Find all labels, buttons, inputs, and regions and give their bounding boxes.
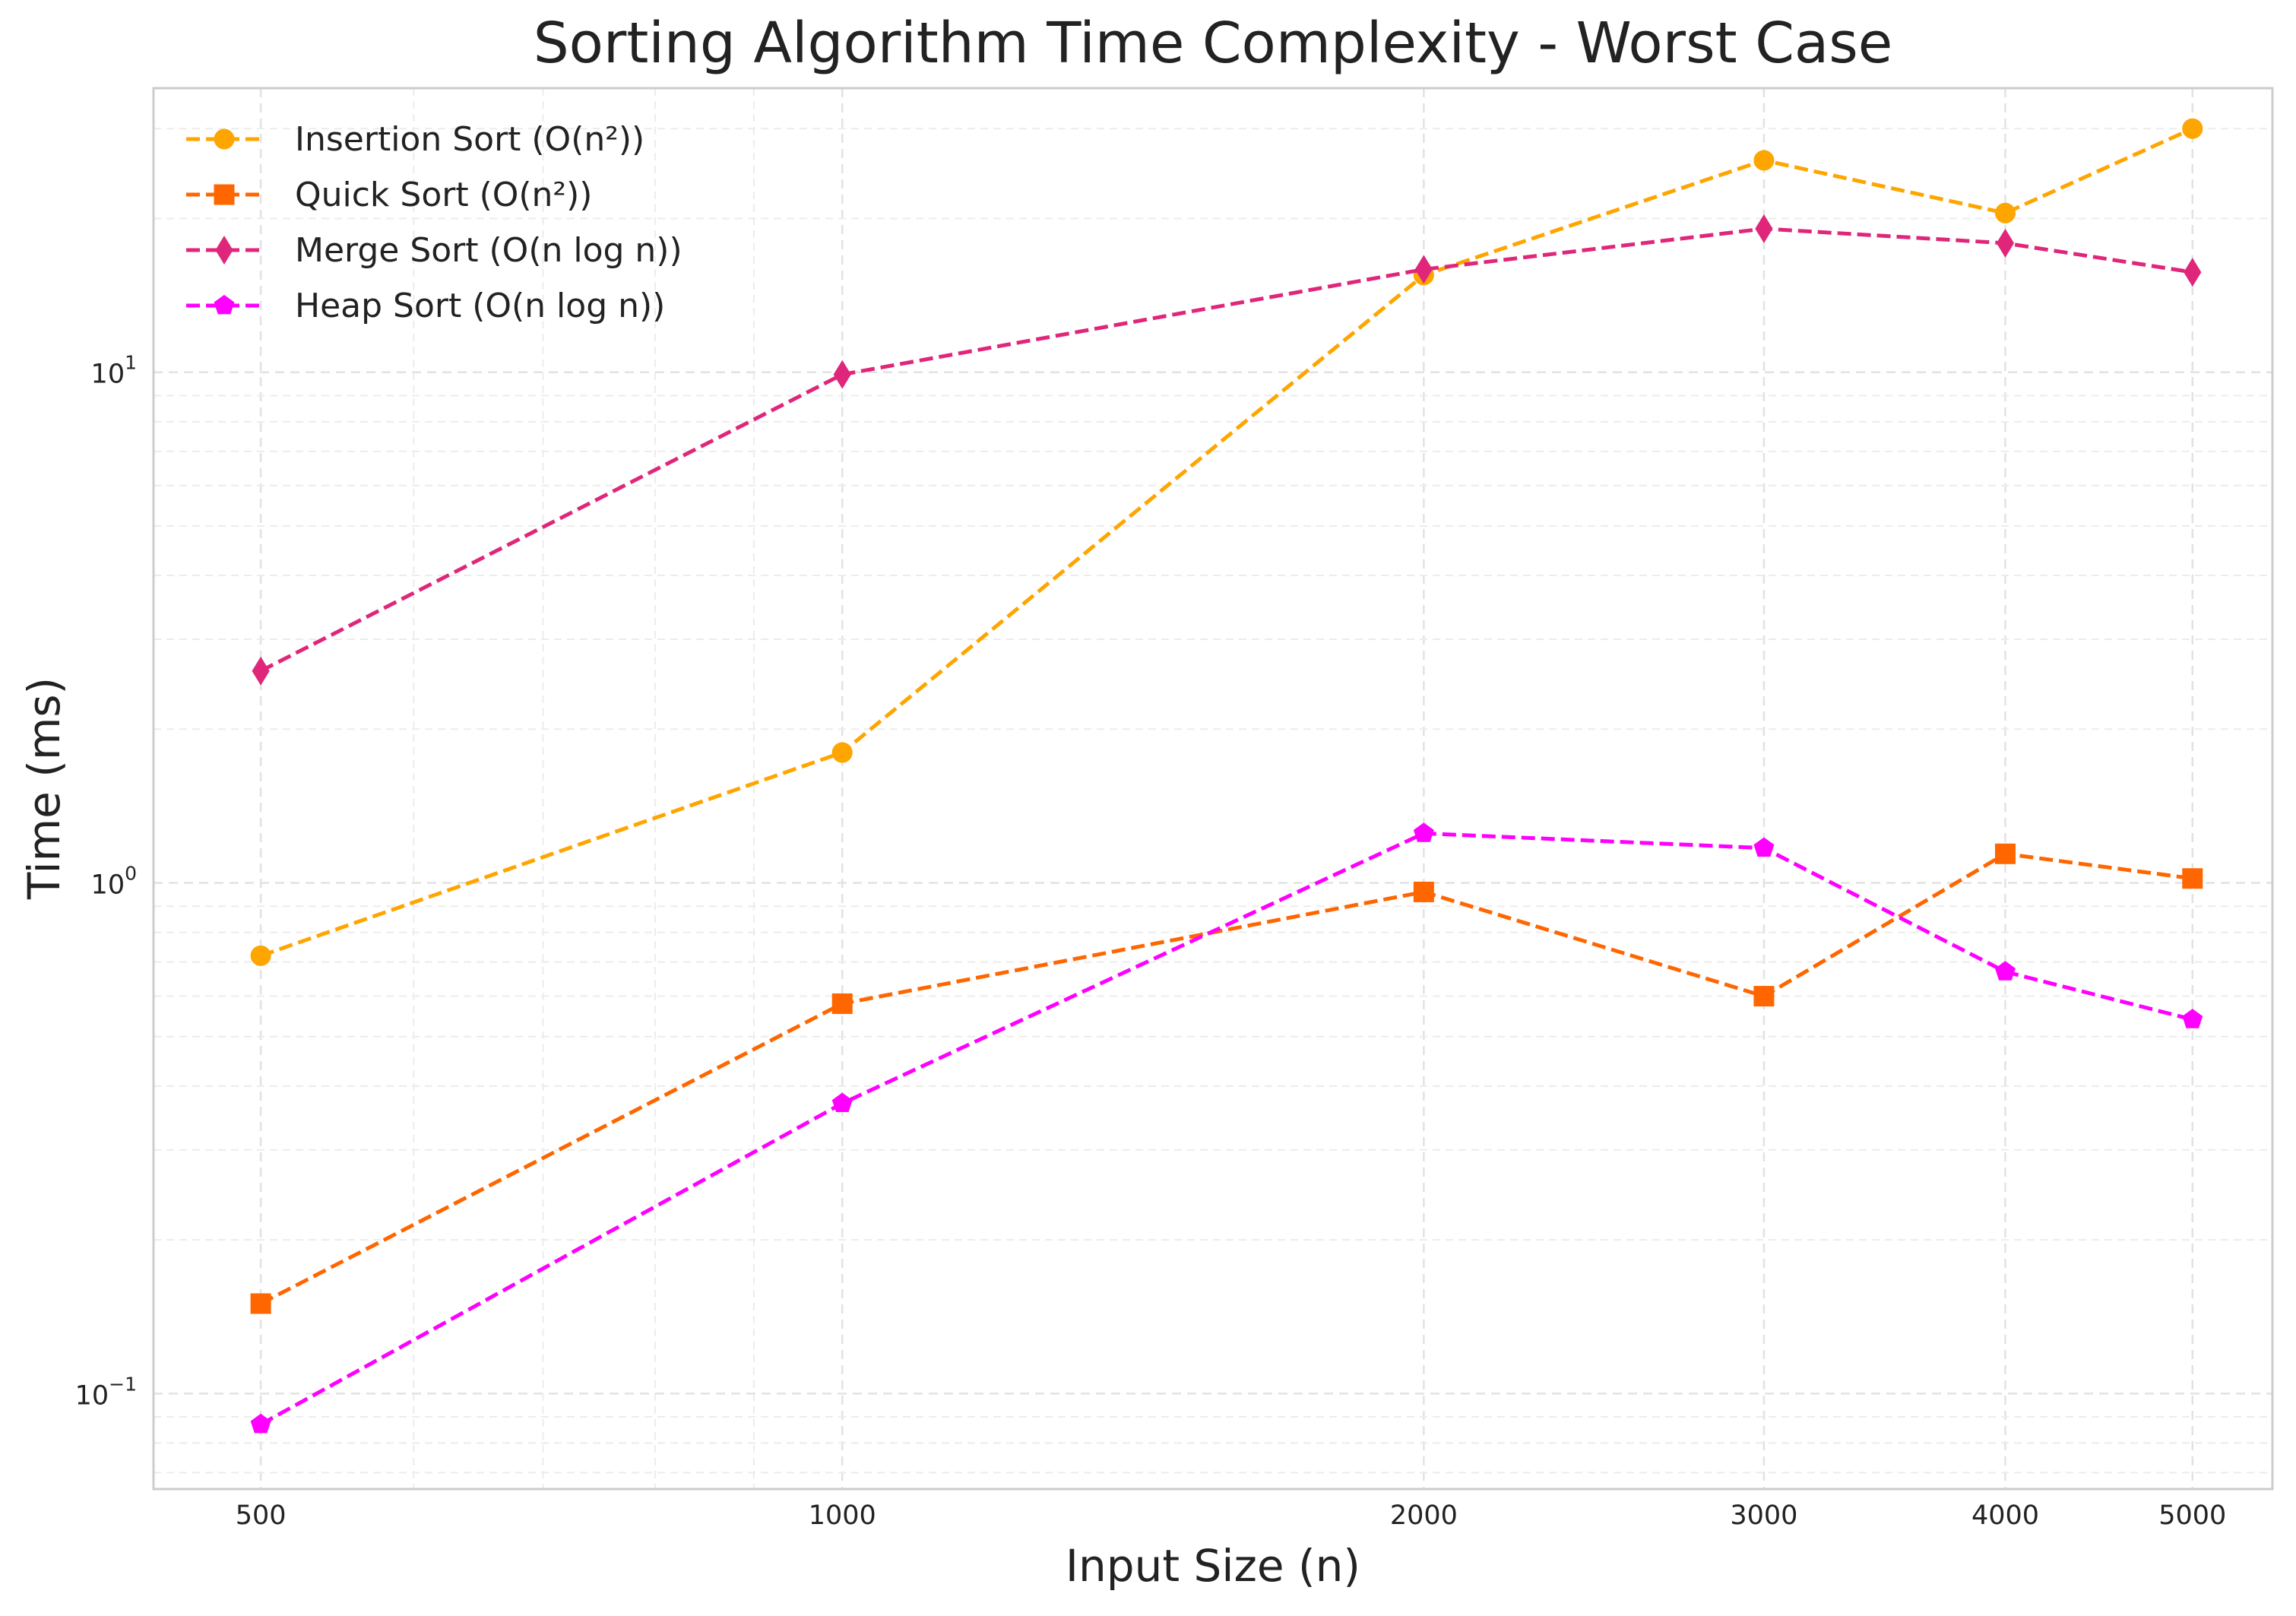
legend-marker bbox=[214, 184, 235, 205]
y-tick-label: 10−1 bbox=[75, 1373, 137, 1411]
plot-frame bbox=[152, 87, 2274, 1491]
data-point-heap-sort bbox=[1995, 961, 2016, 981]
series-quick-sort bbox=[250, 843, 2203, 1314]
x-axis-label: Input Size (n) bbox=[1066, 1540, 1360, 1592]
data-point-quick-sort bbox=[2182, 868, 2203, 889]
series-line-insertion-sort bbox=[260, 126, 2193, 958]
series-line-quick-sort bbox=[259, 851, 2193, 1306]
legend: Insertion Sort (O(n²)) Quick Sort (O(n²))… bbox=[186, 120, 682, 325]
x-tick-label: 5000 bbox=[2158, 1500, 2226, 1531]
data-point-heap-sort bbox=[1753, 837, 1775, 857]
data-point-heap-sort bbox=[2182, 1009, 2203, 1028]
data-point-insertion-sort bbox=[1994, 202, 2016, 223]
legend-marker bbox=[215, 236, 233, 265]
x-tick-labels: 500 1000 2000 3000 4000 5000 bbox=[236, 1500, 2227, 1531]
data-point-insertion-sort bbox=[1753, 150, 1775, 171]
legend-item-merge-sort: Merge Sort (O(n log n)) bbox=[186, 231, 682, 270]
data-point-quick-sort bbox=[250, 1293, 271, 1314]
y-tick-label: 100 bbox=[91, 863, 137, 901]
data-point-merge-sort bbox=[2184, 258, 2202, 287]
data-point-merge-sort bbox=[252, 656, 270, 686]
legend-marker bbox=[214, 294, 235, 315]
series-insertion-sort bbox=[250, 118, 2203, 966]
series-heap-sort bbox=[250, 822, 2203, 1434]
legend-label: Merge Sort (O(n log n)) bbox=[295, 231, 682, 270]
legend-item-quick-sort: Quick Sort (O(n²)) bbox=[186, 176, 592, 214]
data-point-quick-sort bbox=[1753, 986, 1775, 1007]
series-line-heap-sort bbox=[259, 831, 2193, 1427]
x-tick-label: 2000 bbox=[1390, 1500, 1458, 1531]
data-point-merge-sort bbox=[833, 360, 851, 389]
y-axis-label: Time (ms) bbox=[18, 677, 70, 900]
data-point-merge-sort bbox=[1755, 214, 1773, 243]
data-point-merge-sort bbox=[1996, 228, 2015, 258]
data-point-insertion-sort bbox=[250, 945, 271, 966]
y-tick-label: 101 bbox=[91, 352, 137, 390]
legend-item-heap-sort: Heap Sort (O(n log n)) bbox=[186, 287, 665, 325]
legend-marker bbox=[214, 128, 235, 150]
y-tick-labels: 10−1 100 101 bbox=[75, 352, 137, 1412]
x-tick-label: 4000 bbox=[1971, 1500, 2039, 1531]
data-point-heap-sort bbox=[1413, 822, 1434, 842]
x-tick-label: 3000 bbox=[1730, 1500, 1797, 1531]
x-tick-label: 500 bbox=[236, 1500, 287, 1531]
series-merge-sort bbox=[252, 214, 2202, 686]
data-point-heap-sort bbox=[250, 1413, 271, 1434]
data-point-insertion-sort bbox=[2182, 118, 2203, 139]
chart-title: Sorting Algorithm Time Complexity - Wors… bbox=[534, 11, 1893, 76]
series-line-merge-sort bbox=[259, 227, 2193, 673]
legend-label: Quick Sort (O(n²)) bbox=[295, 176, 592, 214]
series-layer bbox=[250, 118, 2203, 1434]
data-point-quick-sort bbox=[1413, 881, 1434, 902]
legend-item-insertion-sort: Insertion Sort (O(n²)) bbox=[186, 120, 644, 159]
legend-label: Insertion Sort (O(n²)) bbox=[295, 120, 644, 159]
data-point-quick-sort bbox=[1994, 843, 2016, 864]
data-point-insertion-sort bbox=[831, 742, 853, 763]
legend-label: Heap Sort (O(n log n)) bbox=[295, 287, 665, 325]
data-point-merge-sort bbox=[1414, 255, 1433, 284]
data-point-heap-sort bbox=[831, 1092, 853, 1112]
x-tick-label: 1000 bbox=[809, 1500, 876, 1531]
data-point-quick-sort bbox=[831, 993, 853, 1014]
